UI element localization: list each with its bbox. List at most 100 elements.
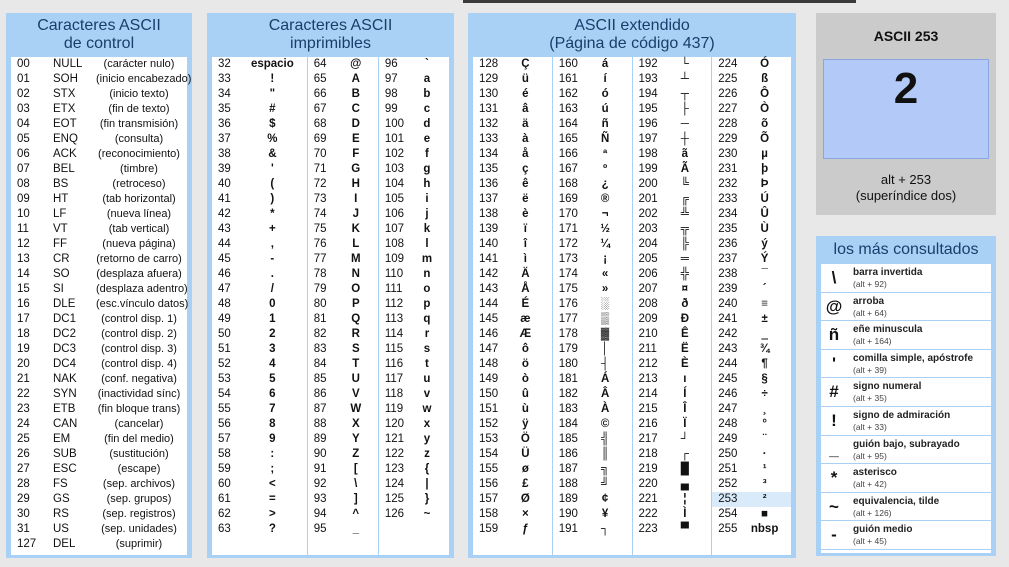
control-row[interactable]: 28 FS (sep. archivos) (11, 477, 187, 492)
char-cell[interactable]: 211 Ë (633, 342, 712, 357)
control-row[interactable]: 10 LF (nueva línea) (11, 207, 187, 222)
char-cell[interactable]: 229 Õ (712, 132, 791, 147)
control-row[interactable]: 02 STX (inicio texto) (11, 87, 187, 102)
control-row[interactable]: 09 HT (tab horizontal) (11, 192, 187, 207)
char-cell[interactable]: 141 ì (473, 252, 552, 267)
char-cell[interactable]: 199 Ã (633, 162, 712, 177)
char-cell[interactable]: 147 ô (473, 342, 552, 357)
char-cell[interactable]: 132 ä (473, 117, 552, 132)
char-cell[interactable]: 104 h (379, 177, 449, 192)
char-cell[interactable]: 159 ƒ (473, 522, 552, 537)
char-cell[interactable]: 167 º (553, 162, 632, 177)
char-cell[interactable]: 156 £ (473, 477, 552, 492)
most-consulted-item[interactable]: _ guión bajo, subrayado (alt + 95) (821, 436, 991, 465)
char-cell[interactable]: 71 G (308, 162, 378, 177)
char-cell[interactable]: 245 § (712, 372, 791, 387)
char-cell[interactable]: 227 Ò (712, 102, 791, 117)
char-cell[interactable]: 66 B (308, 87, 378, 102)
char-cell[interactable]: 49 1 (212, 312, 307, 327)
char-cell[interactable]: 148 ö (473, 357, 552, 372)
char-cell[interactable]: 120 x (379, 417, 449, 432)
most-consulted-item[interactable]: @ arroba (alt + 64) (821, 293, 991, 322)
char-cell[interactable]: 155 ø (473, 462, 552, 477)
char-cell[interactable]: 62 > (212, 507, 307, 522)
char-cell[interactable]: 100 d (379, 117, 449, 132)
char-cell[interactable]: 105 i (379, 192, 449, 207)
char-cell[interactable]: 177 ▒ (553, 312, 632, 327)
char-cell[interactable]: 232 Þ (712, 177, 791, 192)
char-cell[interactable]: 101 e (379, 132, 449, 147)
char-cell[interactable]: 226 Ô (712, 87, 791, 102)
most-consulted-item[interactable]: * asterisco (alt + 42) (821, 464, 991, 493)
char-cell[interactable]: 212 È (633, 357, 712, 372)
char-cell[interactable]: 52 4 (212, 357, 307, 372)
char-cell[interactable]: 83 S (308, 342, 378, 357)
control-row[interactable]: 24 CAN (cancelar) (11, 417, 187, 432)
char-cell[interactable]: 176 ░ (553, 297, 632, 312)
char-cell[interactable]: 65 A (308, 72, 378, 87)
char-cell[interactable]: 91 [ (308, 462, 378, 477)
char-cell[interactable]: 92 \ (308, 477, 378, 492)
control-row[interactable]: 22 SYN (inactividad sínc) (11, 387, 187, 402)
control-row[interactable]: 29 GS (sep. grupos) (11, 492, 187, 507)
control-row[interactable]: 03 ETX (fin de texto) (11, 102, 187, 117)
char-cell[interactable]: 150 û (473, 387, 552, 402)
char-cell[interactable]: 113 q (379, 312, 449, 327)
char-cell[interactable]: 166 ª (553, 147, 632, 162)
control-row[interactable]: 11 VT (tab vertical) (11, 222, 187, 237)
control-row[interactable]: 19 DC3 (control disp. 3) (11, 342, 187, 357)
char-cell[interactable]: 75 K (308, 222, 378, 237)
char-cell[interactable]: 224 Ó (712, 57, 791, 72)
char-cell[interactable]: 111 o (379, 282, 449, 297)
most-consulted-item[interactable]: ñ eñe minuscula (alt + 164) (821, 321, 991, 350)
char-cell[interactable]: 254 ■ (712, 507, 791, 522)
char-cell[interactable]: 86 V (308, 387, 378, 402)
char-cell[interactable]: 182 Â (553, 387, 632, 402)
most-consulted-item[interactable]: \ barra invertida (alt + 92) (821, 264, 991, 293)
char-cell[interactable]: 196 ─ (633, 117, 712, 132)
char-cell[interactable]: 236 ý (712, 237, 791, 252)
control-row[interactable]: 30 RS (sep. registros) (11, 507, 187, 522)
char-cell[interactable]: 79 O (308, 282, 378, 297)
char-cell[interactable]: 82 R (308, 327, 378, 342)
control-row[interactable]: 14 SO (desplaza afuera) (11, 267, 187, 282)
char-cell[interactable]: 73 I (308, 192, 378, 207)
char-cell[interactable]: 194 ┬ (633, 87, 712, 102)
char-cell[interactable]: 153 Ö (473, 432, 552, 447)
control-row[interactable]: 00 NULL (carácter nulo) (11, 57, 187, 72)
char-cell[interactable]: 178 ▓ (553, 327, 632, 342)
char-cell[interactable]: 242 ‗ (712, 327, 791, 342)
char-cell[interactable]: 34 " (212, 87, 307, 102)
char-cell[interactable]: 244 ¶ (712, 357, 791, 372)
char-cell[interactable]: 70 F (308, 147, 378, 162)
char-cell[interactable]: 123 { (379, 462, 449, 477)
char-cell[interactable]: 35 # (212, 102, 307, 117)
char-cell[interactable]: 122 z (379, 447, 449, 462)
char-cell[interactable]: 208 ð (633, 297, 712, 312)
char-cell[interactable]: 152 ÿ (473, 417, 552, 432)
char-cell[interactable]: 39 ' (212, 162, 307, 177)
control-row[interactable]: 16 DLE (esc.vínculo datos) (11, 297, 188, 312)
char-cell[interactable]: 50 2 (212, 327, 307, 342)
control-row[interactable]: 127 DEL (suprimir) (11, 537, 187, 552)
char-cell[interactable]: 103 g (379, 162, 449, 177)
char-cell[interactable]: 143 Å (473, 282, 552, 297)
char-cell[interactable]: 55 7 (212, 402, 307, 417)
char-cell[interactable]: 247 ¸ (712, 402, 791, 417)
char-cell[interactable]: 98 b (379, 87, 449, 102)
char-cell[interactable]: 57 9 (212, 432, 307, 447)
char-cell[interactable]: 233 Ú (712, 192, 791, 207)
char-cell[interactable]: 175 » (553, 282, 632, 297)
char-cell[interactable]: 243 ¾ (712, 342, 791, 357)
char-cell[interactable]: 112 p (379, 297, 449, 312)
char-cell[interactable]: 230 µ (712, 147, 791, 162)
char-cell[interactable]: 215 Î (633, 402, 712, 417)
char-cell[interactable]: 252 ³ (712, 477, 791, 492)
char-cell[interactable]: 235 Ù (712, 222, 791, 237)
char-cell[interactable]: 124 | (379, 477, 449, 492)
char-cell[interactable]: 51 3 (212, 342, 307, 357)
char-cell[interactable]: 206 ╬ (633, 267, 712, 282)
char-cell[interactable]: 203 ╦ (633, 222, 712, 237)
char-cell[interactable]: 136 ê (473, 177, 552, 192)
most-consulted-item[interactable]: - guión medio (alt + 45) (821, 521, 991, 550)
